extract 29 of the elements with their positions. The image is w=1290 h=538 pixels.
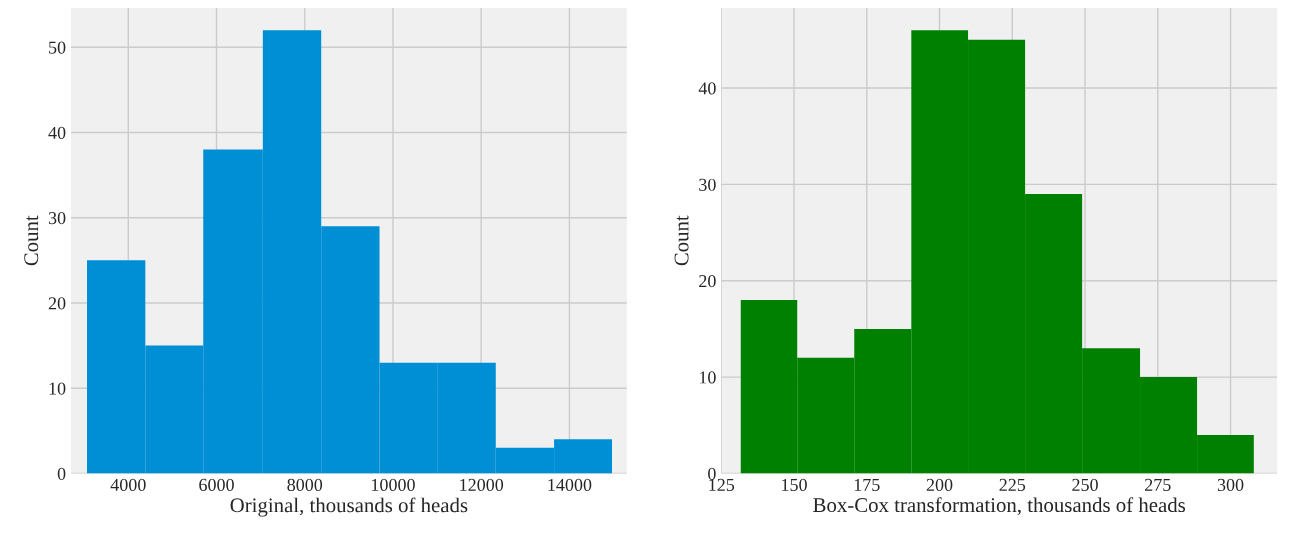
y-tick-label: 0 bbox=[708, 467, 716, 480]
x-tick-label: 150 bbox=[782, 478, 807, 492]
y-axis-title: Count bbox=[674, 215, 689, 266]
x-tick-label: 6000 bbox=[199, 478, 234, 492]
x-axis-title: Box-Cox transformation, thousands of heads bbox=[813, 497, 1186, 516]
y-tick-label: 0 bbox=[57, 467, 66, 480]
x-tick-label: 12000 bbox=[460, 478, 504, 492]
x-tick-label: 275 bbox=[1145, 478, 1171, 492]
y-tick-label: 30 bbox=[48, 212, 66, 225]
y-tick-label: 40 bbox=[698, 82, 716, 95]
x-tick-label: 8000 bbox=[287, 478, 323, 492]
y-tick-label: 40 bbox=[48, 126, 66, 139]
x-tick-label: 250 bbox=[1072, 478, 1098, 492]
x-tick-label: 4000 bbox=[110, 478, 146, 492]
x-tick-label: 125 bbox=[709, 478, 735, 492]
x-tick-label: 14000 bbox=[548, 478, 592, 492]
y-tick-label: 50 bbox=[49, 41, 66, 54]
x-axis-title: Original, thousands of heads bbox=[230, 497, 468, 517]
y-tick-label: 20 bbox=[48, 297, 66, 310]
y-tick-label: 20 bbox=[699, 275, 716, 288]
y-tick-label: 30 bbox=[699, 178, 716, 191]
y-tick-label: 10 bbox=[699, 371, 716, 384]
x-tick-label: 200 bbox=[926, 478, 953, 492]
y-tick-label: 10 bbox=[49, 382, 66, 395]
x-tick-label: 225 bbox=[999, 478, 1026, 492]
x-tick-label: 300 bbox=[1217, 478, 1244, 492]
x-tick-label: 175 bbox=[854, 478, 880, 492]
y-axis-title: Count bbox=[24, 215, 39, 266]
x-tick-label: 10000 bbox=[372, 478, 415, 492]
